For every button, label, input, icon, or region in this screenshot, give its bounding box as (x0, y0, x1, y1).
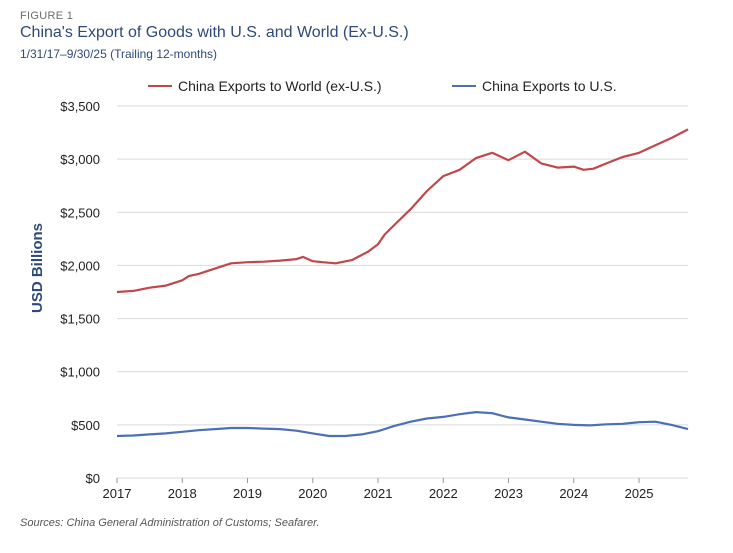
series-world (116, 128, 689, 294)
y-axis-ticks: $0 $500 $1,000 $1,500 $2,000 $2,500 $3,000 $3,5… (60, 99, 100, 486)
figure-label: FIGURE 1 (20, 10, 74, 22)
x-axis-ticks: 2017 2018 2019 2020 2021 2022 2023 2024 2025 (103, 478, 654, 501)
legend-item-world: China Exports to World (ex-U.S.) (148, 78, 382, 94)
x-tick-label: 2024 (559, 486, 588, 501)
y-tick-label: $500 (71, 418, 100, 433)
x-tick-label: 2021 (364, 486, 393, 501)
y-tick-label: $1,000 (60, 365, 100, 380)
chart-subtitle: 1/31/17–9/30/25 (Trailing 12-months) (20, 47, 218, 61)
chart-title: China's Export of Goods with U.S. and Wo… (20, 24, 409, 41)
line-world (116, 128, 689, 294)
x-tick-label: 2023 (494, 486, 523, 501)
series-lines (116, 128, 689, 438)
legend-item-us: China Exports to U.S. (452, 78, 617, 94)
x-tick-label: 2017 (103, 486, 132, 501)
gridlines (117, 105, 688, 479)
y-axis-title: USD Billions (29, 223, 46, 313)
x-tick-label: 2022 (429, 486, 458, 501)
y-tick-label: $2,000 (60, 258, 100, 273)
legend-swatch-us (452, 85, 476, 87)
x-tick-label: 2018 (168, 486, 197, 501)
legend-swatch-world (148, 85, 172, 87)
source-note: Sources: China General Administration of… (20, 517, 320, 529)
y-tick-label: $2,500 (60, 205, 100, 220)
x-tick-label: 2025 (625, 486, 654, 501)
x-tick-label: 2019 (233, 486, 262, 501)
legend-label-us: China Exports to U.S. (482, 78, 617, 94)
legend-label-world: China Exports to World (ex-U.S.) (178, 78, 382, 94)
y-tick-label: $3,500 (60, 99, 100, 114)
y-tick-label: $1,500 (60, 312, 100, 327)
line-us (116, 411, 689, 438)
x-tick-label: 2020 (298, 486, 327, 501)
series-us (116, 411, 689, 438)
y-tick-label: $3,000 (60, 152, 100, 167)
y-tick-label: $0 (86, 471, 100, 486)
legend: China Exports to World (ex-U.S.) China E… (0, 78, 733, 98)
